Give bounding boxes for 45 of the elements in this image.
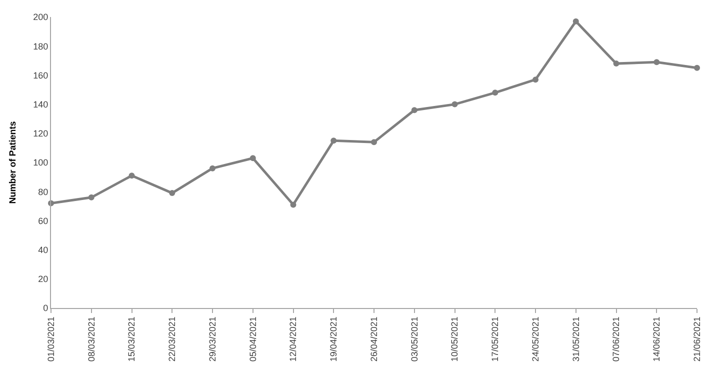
y-tick-label: 60 [38,216,48,226]
x-tick-label: 01/03/2021 [46,316,56,362]
x-tick-label: 17/05/2021 [490,316,500,362]
point [250,155,256,162]
point [452,101,458,108]
x-tick-label: 08/03/2021 [86,316,96,362]
x-tick-label: 12/04/2021 [288,316,298,362]
x-tick-label: 24/05/2021 [530,316,540,362]
point [210,165,216,172]
point [613,60,620,67]
point [330,138,337,144]
point [371,139,377,146]
x-tick-label: 19/04/2021 [328,316,339,362]
point [88,194,94,200]
y-tick-label: 100 [33,158,48,168]
x-tick-label: 10/05/2021 [450,316,460,362]
x-tick-label: 15/03/2021 [126,316,137,362]
y-tick-label: 140 [33,99,48,110]
x-tick-label: 31/05/2021 [570,316,581,362]
x-tick-label: 26/04/2021 [368,316,379,362]
x-tick-label: 22/03/2021 [167,316,178,362]
x-tick-label: 05/04/2021 [248,316,258,362]
point [572,18,579,24]
y-tick-label: 0 [43,303,48,314]
y-tick-label: 40 [38,244,48,255]
x-tick-label: 03/05/2021 [409,316,420,362]
y-tick-label: 200 [33,12,48,22]
y-tick-label: 80 [38,186,48,197]
x-tick-label: 07/06/2021 [611,316,622,362]
y-axis-title: Number of Patients [8,121,18,204]
y-tick-label: 180 [33,41,48,52]
y-tick-label: 120 [33,128,48,139]
x-tick-label: 29/03/2021 [207,316,218,362]
point [532,76,538,83]
point [654,59,660,66]
point [694,64,700,71]
point [492,90,498,96]
point [169,190,176,196]
x-tick-label: 21/06/2021 [692,316,702,362]
y-tick-label: 20 [38,274,48,284]
point [411,107,418,114]
point [290,202,296,208]
point [128,172,135,179]
x-tick-label: 14/06/2021 [652,316,662,362]
y-tick-label: 160 [33,70,48,80]
